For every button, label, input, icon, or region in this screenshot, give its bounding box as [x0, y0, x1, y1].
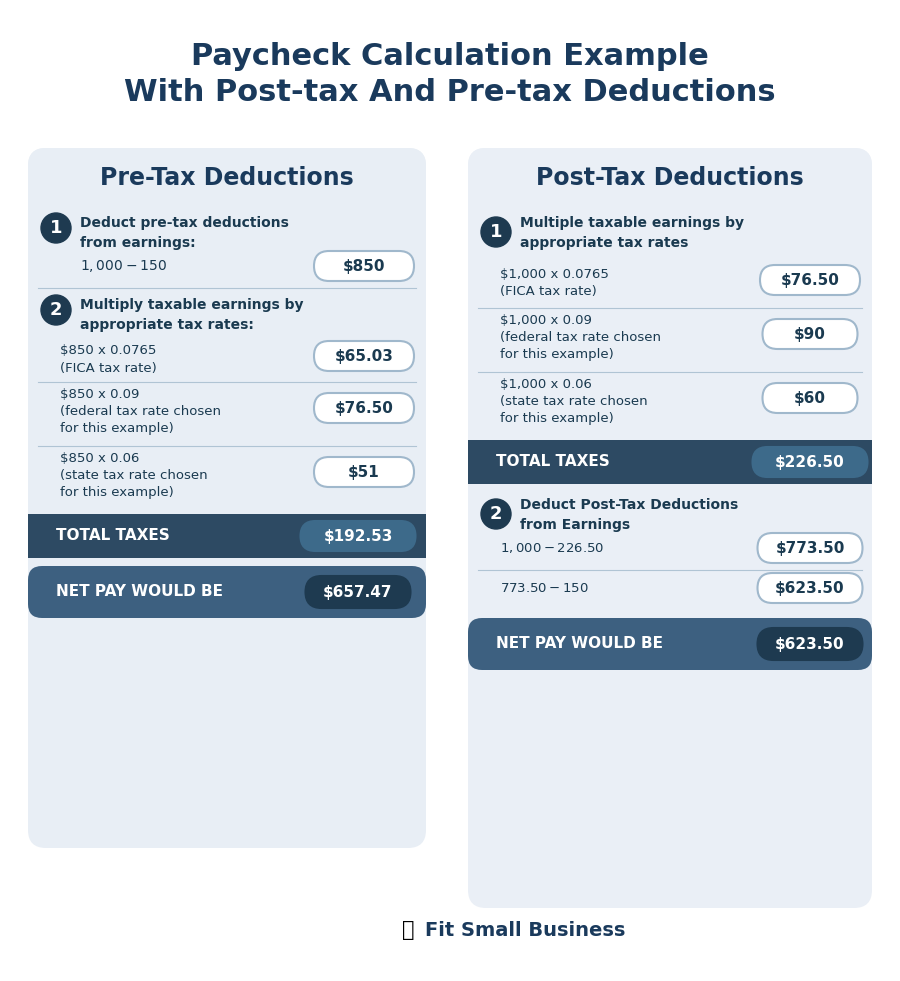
Text: $1,000 - $150: $1,000 - $150 — [80, 258, 166, 274]
Circle shape — [481, 499, 511, 529]
FancyBboxPatch shape — [758, 573, 862, 603]
Text: $1,000 x 0.06
(state tax rate chosen
for this example): $1,000 x 0.06 (state tax rate chosen for… — [500, 378, 648, 425]
FancyBboxPatch shape — [28, 148, 426, 618]
FancyBboxPatch shape — [468, 148, 872, 670]
Text: $850 x 0.09
(federal tax rate chosen
for this example): $850 x 0.09 (federal tax rate chosen for… — [60, 388, 221, 435]
Circle shape — [481, 217, 511, 247]
Text: $850: $850 — [343, 259, 385, 274]
FancyBboxPatch shape — [752, 447, 868, 477]
Text: TOTAL TAXES: TOTAL TAXES — [56, 529, 170, 543]
Text: NET PAY WOULD BE: NET PAY WOULD BE — [496, 637, 663, 651]
FancyBboxPatch shape — [758, 628, 862, 660]
Text: Multiply taxable earnings by
appropriate tax rates:: Multiply taxable earnings by appropriate… — [80, 298, 303, 332]
FancyBboxPatch shape — [762, 319, 858, 349]
Text: Paycheck Calculation Example: Paycheck Calculation Example — [191, 42, 709, 71]
FancyBboxPatch shape — [28, 148, 426, 848]
Text: $76.50: $76.50 — [335, 400, 393, 416]
Text: Multiple taxable earnings by
appropriate tax rates: Multiple taxable earnings by appropriate… — [520, 216, 744, 249]
Text: $51: $51 — [348, 464, 380, 480]
FancyBboxPatch shape — [758, 533, 862, 563]
Text: $773.50: $773.50 — [775, 541, 845, 555]
Circle shape — [41, 295, 71, 325]
Text: $773.50 - $150: $773.50 - $150 — [500, 582, 589, 594]
Text: 1: 1 — [490, 223, 502, 241]
FancyBboxPatch shape — [314, 341, 414, 371]
FancyBboxPatch shape — [314, 457, 414, 487]
Text: $192.53: $192.53 — [323, 529, 392, 543]
Text: $1,000 - $226.50: $1,000 - $226.50 — [500, 541, 604, 555]
FancyBboxPatch shape — [301, 521, 416, 551]
Text: $850 x 0.0765
(FICA tax rate): $850 x 0.0765 (FICA tax rate) — [60, 344, 157, 375]
FancyBboxPatch shape — [305, 576, 410, 608]
Text: Deduct pre-tax deductions
from earnings:: Deduct pre-tax deductions from earnings: — [80, 216, 289, 249]
Text: TOTAL TAXES: TOTAL TAXES — [496, 454, 610, 470]
FancyBboxPatch shape — [28, 514, 426, 558]
Text: NET PAY WOULD BE: NET PAY WOULD BE — [56, 585, 223, 599]
Text: $90: $90 — [794, 327, 826, 341]
Text: 💼: 💼 — [401, 920, 414, 940]
FancyBboxPatch shape — [468, 148, 872, 908]
FancyBboxPatch shape — [760, 265, 860, 295]
FancyBboxPatch shape — [468, 440, 872, 484]
Circle shape — [41, 213, 71, 243]
Text: $623.50: $623.50 — [775, 637, 845, 651]
Text: Post-Tax Deductions: Post-Tax Deductions — [536, 166, 804, 190]
Text: $850 x 0.06
(state tax rate chosen
for this example): $850 x 0.06 (state tax rate chosen for t… — [60, 452, 208, 499]
FancyBboxPatch shape — [314, 251, 414, 281]
Text: Pre-Tax Deductions: Pre-Tax Deductions — [100, 166, 354, 190]
Text: Fit Small Business: Fit Small Business — [425, 920, 626, 940]
Text: 2: 2 — [50, 301, 62, 319]
Text: $60: $60 — [794, 390, 826, 405]
Text: With Post-tax And Pre-tax Deductions: With Post-tax And Pre-tax Deductions — [124, 78, 776, 107]
Text: $76.50: $76.50 — [780, 273, 840, 287]
Text: $226.50: $226.50 — [775, 454, 845, 470]
FancyBboxPatch shape — [762, 383, 858, 413]
FancyBboxPatch shape — [468, 618, 872, 670]
FancyBboxPatch shape — [28, 566, 426, 618]
Text: $65.03: $65.03 — [335, 348, 393, 364]
FancyBboxPatch shape — [314, 393, 414, 423]
Text: $623.50: $623.50 — [775, 581, 845, 595]
Text: $1,000 x 0.0765
(FICA tax rate): $1,000 x 0.0765 (FICA tax rate) — [500, 268, 609, 298]
Text: 2: 2 — [490, 505, 502, 523]
Text: Deduct Post-Tax Deductions
from Earnings: Deduct Post-Tax Deductions from Earnings — [520, 498, 738, 532]
Text: 1: 1 — [50, 219, 62, 237]
Text: $1,000 x 0.09
(federal tax rate chosen
for this example): $1,000 x 0.09 (federal tax rate chosen f… — [500, 314, 661, 361]
Text: $657.47: $657.47 — [323, 585, 392, 599]
